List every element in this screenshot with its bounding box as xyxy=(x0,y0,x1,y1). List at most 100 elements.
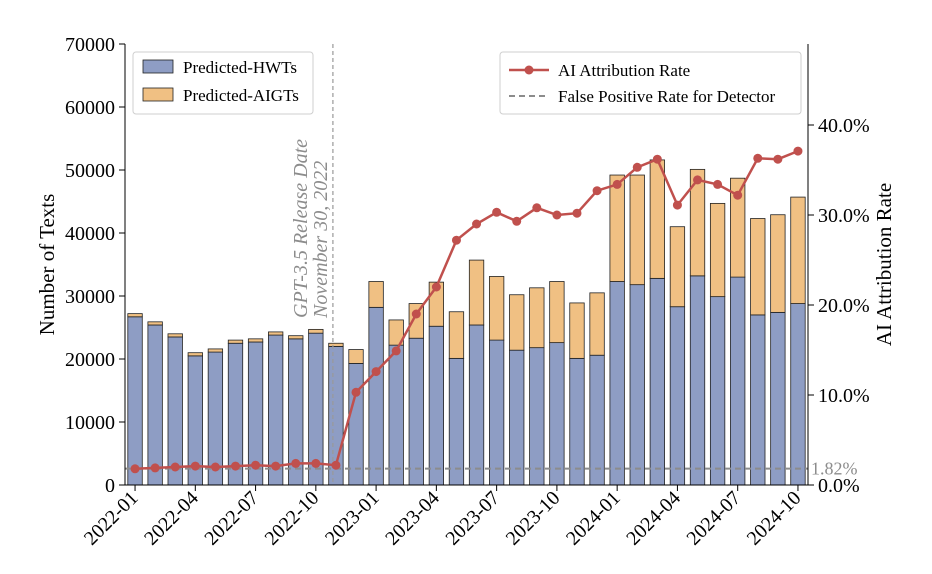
bar-hwt-2024-04 xyxy=(669,306,686,486)
rate-point-2022-04 xyxy=(190,461,200,471)
bar-aigt-2022-06 xyxy=(227,339,244,344)
rate-point-2024-06 xyxy=(713,179,723,189)
bar-aigt-2024-01 xyxy=(609,174,625,282)
rate-point-2023-11 xyxy=(572,208,582,218)
rate-line xyxy=(134,149,799,471)
x-tick-label: 2024-10 xyxy=(743,487,806,550)
rate-line-layer xyxy=(130,146,803,474)
bar-hwt-2024-10 xyxy=(790,303,806,486)
bar-hwt-2023-01 xyxy=(368,306,384,486)
bar-aigt-2022-10 xyxy=(308,328,324,334)
bar-aigt-2022-11 xyxy=(328,342,344,347)
bar-aigt-2024-06 xyxy=(709,202,726,298)
y2-tick-label: 0.0% xyxy=(818,475,860,497)
bar-aigt-2023-12 xyxy=(589,292,605,356)
bar-aigt-2022-03 xyxy=(167,333,183,338)
rate-point-2022-10 xyxy=(311,458,321,468)
bar-hwt-2024-06 xyxy=(709,296,726,486)
x-tick-label: 2024-07 xyxy=(683,487,746,550)
rate-point-2022-06 xyxy=(230,461,240,471)
rate-point-2023-10 xyxy=(552,210,562,220)
rate-point-2024-03 xyxy=(652,154,662,164)
rate-point-2022-05 xyxy=(210,462,220,472)
bar-aigt-2024-08 xyxy=(750,218,766,316)
bar-aigt-2022-09 xyxy=(288,335,304,340)
y-tick-label: 10000 xyxy=(65,412,115,434)
y-tick-label: 30000 xyxy=(65,286,115,308)
bar-hwt-2024-07 xyxy=(730,276,746,486)
fpr-label: 1.82% xyxy=(811,459,858,479)
y2-tick-label: 30.0% xyxy=(818,205,870,227)
bar-hwt-2023-06 xyxy=(468,324,485,486)
bars-layer xyxy=(127,159,806,486)
y-tick-label: 50000 xyxy=(65,160,115,182)
y2-tick-label: 20.0% xyxy=(818,295,870,317)
bar-aigt-2023-08 xyxy=(509,294,525,351)
bar-hwt-2023-09 xyxy=(529,347,545,486)
legend-rate-marker xyxy=(524,65,534,75)
bar-hwt-2024-03 xyxy=(649,277,665,486)
release-annotation-line1: GPT-3.5 Release Date xyxy=(290,139,312,318)
bar-aigt-2023-02 xyxy=(388,319,404,346)
x-tick-label: 2024-01 xyxy=(562,487,625,550)
legend-label: Predicted-AIGTs xyxy=(183,86,299,105)
x-tick-label: 2022-10 xyxy=(261,487,324,550)
legend-label: AI Attribution Rate xyxy=(558,61,690,80)
rate-point-2022-07 xyxy=(251,460,261,470)
bar-aigt-2022-05 xyxy=(207,348,224,353)
bar-hwt-2023-12 xyxy=(589,354,605,486)
bar-aigt-2023-09 xyxy=(529,287,545,349)
bar-aigt-2024-05 xyxy=(689,168,706,277)
y-axis-label: Number of Texts xyxy=(35,194,59,336)
bar-hwt-2022-01 xyxy=(127,316,143,486)
rate-point-2024-08 xyxy=(753,153,763,163)
rate-point-2023-06 xyxy=(472,219,482,229)
x-tick-label: 2023-01 xyxy=(321,487,384,550)
rate-point-2024-01 xyxy=(612,179,622,189)
bar-aigt-2023-10 xyxy=(549,281,565,344)
y-tick-label: 20000 xyxy=(65,349,115,371)
rate-point-2024-05 xyxy=(693,175,703,185)
y2-tick-label: 10.0% xyxy=(818,385,870,407)
x-tick-label: 2024-04 xyxy=(622,487,685,550)
bar-hwt-2023-10 xyxy=(549,342,565,486)
legend-swatch xyxy=(142,59,174,74)
bar-aigt-2022-04 xyxy=(187,352,203,357)
y-tick-label: 60000 xyxy=(65,97,115,119)
legend-label: Predicted-HWTs xyxy=(183,58,297,77)
bar-hwt-2023-08 xyxy=(509,349,525,486)
bar-aigt-2024-07 xyxy=(730,177,746,278)
bar-hwt-2023-07 xyxy=(489,339,505,486)
rate-point-2023-08 xyxy=(512,216,522,226)
y2-axis-label: AI Attribution Rate xyxy=(872,183,896,346)
bar-aigt-2024-02 xyxy=(629,174,645,286)
rate-point-2023-04 xyxy=(431,282,441,292)
y-tick-label: 70000 xyxy=(65,34,115,56)
bar-aigt-2023-06 xyxy=(468,259,485,326)
bar-hwt-2024-09 xyxy=(770,311,786,486)
rate-point-2022-08 xyxy=(271,461,281,471)
bar-hwt-2024-01 xyxy=(609,281,625,486)
rate-point-2023-07 xyxy=(492,207,502,217)
rate-point-2023-02 xyxy=(391,346,401,356)
bar-aigt-2022-08 xyxy=(268,331,284,336)
rate-point-2023-03 xyxy=(411,309,421,319)
rate-point-2022-01 xyxy=(130,464,140,474)
x-tick-label: 2023-10 xyxy=(502,487,565,550)
bar-hwt-2023-02 xyxy=(388,344,404,486)
rate-point-2023-12 xyxy=(592,186,602,196)
bar-hwt-2023-11 xyxy=(569,357,585,486)
rate-point-2024-09 xyxy=(773,154,783,164)
bar-aigt-2024-03 xyxy=(649,159,665,279)
bar-hwt-2024-05 xyxy=(689,275,706,486)
bar-aigt-2022-07 xyxy=(247,338,264,343)
rate-point-2024-04 xyxy=(672,200,682,210)
bar-aigt-2023-11 xyxy=(569,302,585,359)
legend-label: False Positive Rate for Detector xyxy=(558,87,776,106)
rate-point-2024-02 xyxy=(632,162,642,172)
rate-point-2023-01 xyxy=(371,367,381,377)
rate-point-2022-03 xyxy=(170,462,180,472)
y-tick-label: 40000 xyxy=(65,223,115,245)
bar-aigt-2023-07 xyxy=(489,276,505,341)
